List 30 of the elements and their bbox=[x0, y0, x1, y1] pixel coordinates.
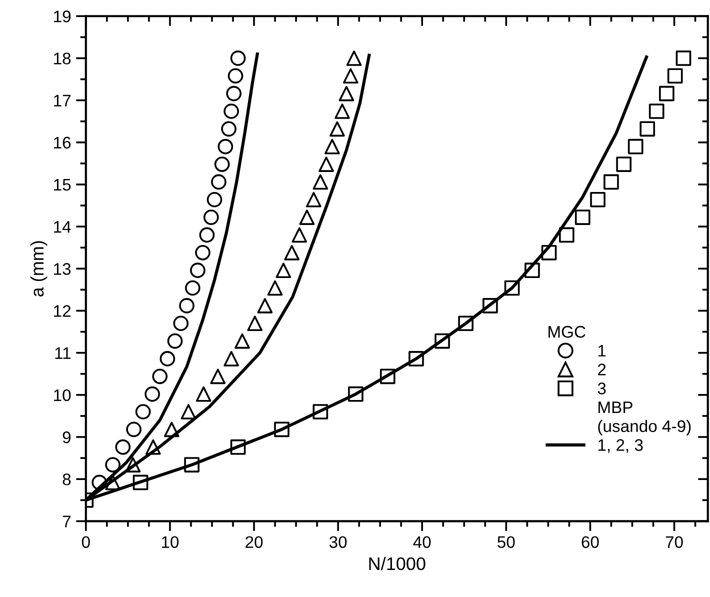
y-tick-label: 11 bbox=[55, 347, 71, 359]
y-tick-label: 13 bbox=[54, 263, 71, 275]
y-tick-label: 14 bbox=[54, 221, 71, 233]
x-tick-label: 40 bbox=[413, 536, 431, 548]
y-tick-label: 12 bbox=[54, 305, 70, 317]
x-tick-label: 70 bbox=[666, 536, 683, 548]
legend-label: 1 bbox=[598, 344, 606, 356]
y-tick-label: 9 bbox=[62, 431, 71, 444]
x-tick-label: 0 bbox=[82, 536, 90, 548]
x-tick-label: 20 bbox=[246, 536, 263, 548]
y-tick-label: 16 bbox=[54, 136, 71, 149]
legend-label: 1, 2, 3 bbox=[598, 439, 643, 453]
x-tick-label: 30 bbox=[329, 536, 347, 548]
x-tick-label: 10 bbox=[162, 536, 179, 548]
annotation: MBP bbox=[598, 402, 632, 414]
y-tick-label: 18 bbox=[54, 52, 71, 64]
x-axis-title: N/1000 bbox=[369, 556, 426, 570]
y-tick-label: 19 bbox=[54, 10, 71, 22]
legend-title: MGC bbox=[548, 326, 586, 338]
x-tick-label: 60 bbox=[582, 536, 599, 548]
y-tick-label: 15 bbox=[54, 179, 71, 191]
legend-label: 2 bbox=[598, 364, 606, 376]
y-axis-title: a (mm) bbox=[30, 241, 48, 296]
y-tick-label: 17 bbox=[54, 94, 70, 106]
legend-label: 3 bbox=[598, 382, 606, 394]
y-tick-label: 10 bbox=[54, 389, 71, 402]
y-tick-label: 7 bbox=[62, 516, 70, 528]
annotation: (usando 4-9) bbox=[598, 420, 691, 436]
y-tick-label: 8 bbox=[62, 473, 71, 486]
x-tick-label: 50 bbox=[498, 536, 515, 548]
